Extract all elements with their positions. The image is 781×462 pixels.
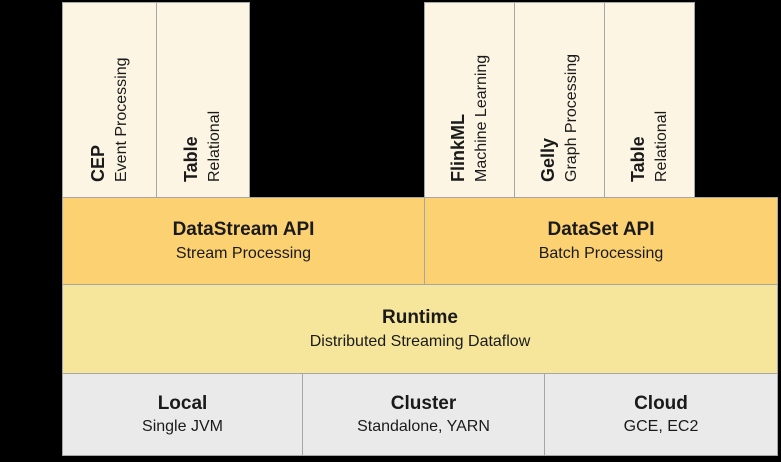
- library-column-table-stream: Table Relational: [155, 3, 250, 197]
- library-label-gelly: Gelly Graph Processing: [538, 3, 581, 197]
- library-name: Gelly: [537, 137, 558, 182]
- runtime-box: Runtime Distributed Streaming Dataflow: [62, 284, 778, 374]
- library-name: CEP: [87, 144, 108, 182]
- library-desc: Relational: [206, 110, 224, 182]
- deploy-title: Cluster: [390, 392, 457, 414]
- library-label-table-stream: Table Relational: [181, 3, 224, 197]
- deploy-local-box: Local Single JVM: [62, 373, 303, 456]
- library-name: Table: [627, 136, 648, 182]
- library-column-flinkml: FlinkML Machine Learning: [425, 3, 514, 197]
- library-column-cep: CEP Event Processing: [63, 3, 156, 197]
- libraries-left-group: CEP Event Processing Table Relational: [62, 2, 250, 198]
- datastream-api-box: DataStream API Stream Processing: [62, 197, 425, 285]
- library-label-table-batch: Table Relational: [628, 3, 671, 197]
- deploy-cloud-box: Cloud GCE, EC2: [545, 373, 778, 456]
- library-column-gelly: Gelly Graph Processing: [514, 3, 604, 197]
- library-name: Table: [181, 136, 202, 182]
- deploy-cluster-box: Cluster Standalone, YARN: [303, 373, 545, 456]
- runtime-desc: Distributed Streaming Dataflow: [309, 332, 531, 350]
- deploy-desc: GCE, EC2: [623, 418, 699, 436]
- library-desc: Event Processing: [112, 57, 130, 182]
- library-desc: Machine Learning: [473, 54, 491, 182]
- library-label-flinkml: FlinkML Machine Learning: [448, 3, 491, 197]
- api-title: DataSet API: [547, 219, 655, 241]
- deploy-desc: Single JVM: [142, 418, 223, 436]
- deploy-title: Cloud: [634, 392, 688, 414]
- library-desc: Graph Processing: [563, 53, 581, 182]
- library-desc: Relational: [653, 110, 671, 182]
- deploy-title: Local: [157, 392, 208, 414]
- api-desc: Batch Processing: [538, 244, 664, 262]
- deploy-desc: Standalone, YARN: [357, 418, 490, 436]
- library-column-table-batch: Table Relational: [604, 3, 694, 197]
- libraries-right-group: FlinkML Machine Learning Gelly Graph Pro…: [424, 2, 695, 198]
- library-label-cep: CEP Event Processing: [88, 3, 131, 197]
- deployment-layer: Local Single JVM Cluster Standalone, YAR…: [62, 373, 778, 456]
- library-name: FlinkML: [447, 114, 468, 182]
- dataset-api-box: DataSet API Batch Processing: [425, 197, 778, 285]
- runtime-title: Runtime: [382, 307, 458, 329]
- api-title: DataStream API: [172, 219, 315, 241]
- api-desc: Stream Processing: [175, 244, 312, 262]
- api-layer: DataStream API Stream Processing DataSet…: [62, 197, 778, 285]
